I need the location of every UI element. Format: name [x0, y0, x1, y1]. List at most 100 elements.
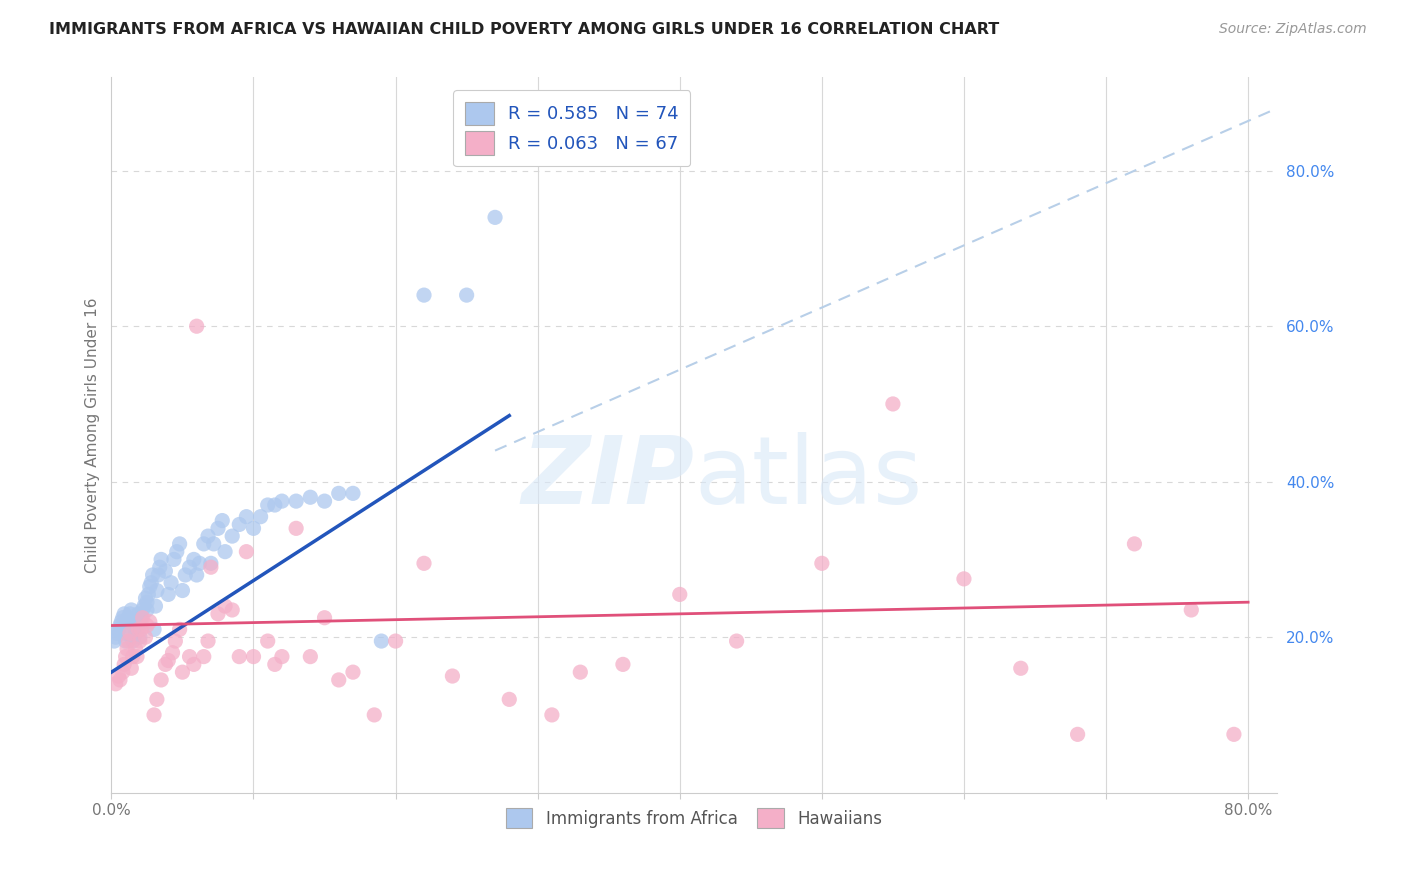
- Point: [342, 486, 364, 500]
- Text: IMMIGRANTS FROM AFRICA VS HAWAIIAN CHILD POVERTY AMONG GIRLS UNDER 16 CORRELATIO: IMMIGRANTS FROM AFRICA VS HAWAIIAN CHILD…: [49, 22, 1000, 37]
- Point: [117, 634, 139, 648]
- Point: [882, 397, 904, 411]
- Point: [114, 626, 136, 640]
- Point: [134, 630, 156, 644]
- Point: [328, 673, 350, 687]
- Point: [157, 587, 180, 601]
- Point: [103, 634, 125, 648]
- Point: [183, 552, 205, 566]
- Point: [172, 665, 194, 680]
- Point: [124, 623, 146, 637]
- Point: [146, 692, 169, 706]
- Point: [134, 591, 156, 606]
- Point: [139, 615, 162, 629]
- Point: [136, 603, 159, 617]
- Point: [145, 599, 167, 613]
- Point: [214, 599, 236, 613]
- Point: [128, 618, 150, 632]
- Point: [200, 560, 222, 574]
- Point: [214, 544, 236, 558]
- Point: [124, 641, 146, 656]
- Point: [484, 211, 506, 225]
- Point: [725, 634, 748, 648]
- Point: [172, 583, 194, 598]
- Point: [668, 587, 690, 601]
- Point: [179, 560, 201, 574]
- Point: [132, 599, 155, 613]
- Legend: Immigrants from Africa, Hawaiians: Immigrants from Africa, Hawaiians: [499, 802, 889, 834]
- Point: [114, 649, 136, 664]
- Point: [150, 673, 173, 687]
- Point: [271, 494, 294, 508]
- Y-axis label: Child Poverty Among Girls Under 16: Child Poverty Among Girls Under 16: [86, 297, 100, 573]
- Point: [612, 657, 634, 672]
- Point: [139, 580, 162, 594]
- Point: [256, 498, 278, 512]
- Point: [138, 587, 160, 601]
- Point: [115, 615, 138, 629]
- Point: [197, 529, 219, 543]
- Text: ZIP: ZIP: [522, 432, 695, 524]
- Point: [413, 557, 436, 571]
- Point: [131, 603, 153, 617]
- Point: [121, 634, 143, 648]
- Point: [271, 649, 294, 664]
- Point: [160, 575, 183, 590]
- Point: [125, 649, 148, 664]
- Point: [1010, 661, 1032, 675]
- Text: atlas: atlas: [695, 432, 922, 524]
- Point: [155, 657, 177, 672]
- Point: [314, 611, 336, 625]
- Point: [207, 521, 229, 535]
- Point: [166, 544, 188, 558]
- Point: [141, 575, 163, 590]
- Point: [112, 607, 135, 621]
- Point: [200, 557, 222, 571]
- Point: [149, 560, 172, 574]
- Point: [263, 657, 285, 672]
- Point: [117, 611, 139, 625]
- Point: [129, 623, 152, 637]
- Point: [115, 641, 138, 656]
- Point: [384, 634, 406, 648]
- Point: [498, 692, 520, 706]
- Point: [285, 521, 308, 535]
- Point: [197, 634, 219, 648]
- Point: [186, 319, 208, 334]
- Point: [107, 623, 129, 637]
- Point: [186, 568, 208, 582]
- Point: [207, 607, 229, 621]
- Point: [285, 494, 308, 508]
- Point: [811, 557, 834, 571]
- Point: [242, 649, 264, 664]
- Point: [299, 649, 322, 664]
- Point: [136, 595, 159, 609]
- Point: [136, 618, 159, 632]
- Point: [157, 653, 180, 667]
- Point: [114, 618, 136, 632]
- Point: [143, 623, 166, 637]
- Point: [263, 498, 285, 512]
- Point: [105, 626, 128, 640]
- Point: [131, 611, 153, 625]
- Point: [953, 572, 976, 586]
- Point: [174, 568, 197, 582]
- Text: Source: ZipAtlas.com: Source: ZipAtlas.com: [1219, 22, 1367, 37]
- Point: [104, 677, 127, 691]
- Point: [413, 288, 436, 302]
- Point: [221, 603, 243, 617]
- Point: [541, 707, 564, 722]
- Point: [370, 634, 392, 648]
- Point: [129, 611, 152, 625]
- Point: [108, 673, 131, 687]
- Point: [169, 623, 191, 637]
- Point: [235, 509, 257, 524]
- Point: [342, 665, 364, 680]
- Point: [1123, 537, 1146, 551]
- Point: [221, 529, 243, 543]
- Point: [118, 607, 141, 621]
- Point: [150, 552, 173, 566]
- Point: [122, 630, 145, 644]
- Point: [179, 649, 201, 664]
- Point: [107, 669, 129, 683]
